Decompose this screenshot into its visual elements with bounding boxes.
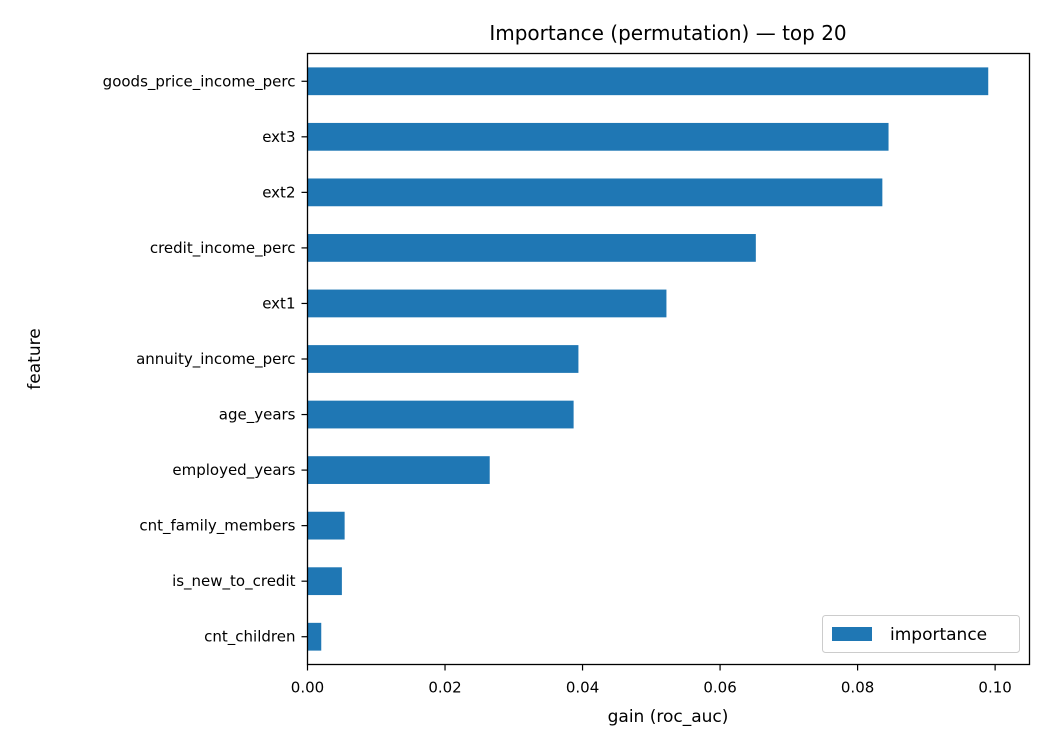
y-tick-label: credit_income_perc: [150, 239, 296, 258]
x-tick-label: 0.08: [841, 679, 874, 697]
bar-credit_income_perc: [307, 234, 756, 262]
chart-title: Importance (permutation) — top 20: [489, 21, 846, 45]
bars-group: [307, 67, 989, 651]
y-tick-label: is_new_to_credit: [172, 572, 296, 591]
x-tick-label: 0.10: [978, 679, 1011, 697]
y-tick-label: cnt_family_members: [139, 517, 295, 536]
y-tick-label: cnt_children: [204, 628, 295, 647]
bar-ext2: [307, 178, 883, 207]
x-tick-label: 0.04: [566, 679, 599, 697]
y-tick-label: ext2: [262, 183, 295, 201]
bar-cnt_family_members: [307, 511, 345, 540]
bar-ext3: [307, 122, 889, 151]
bar-is_new_to_credit: [307, 567, 342, 596]
y-axis-label: feature: [25, 328, 45, 389]
bar-ext1: [307, 289, 667, 318]
x-tick-label: 0.06: [703, 679, 736, 697]
y-tick-label: age_years: [219, 406, 296, 425]
x-axis-label: gain (roc_auc): [608, 707, 729, 727]
legend-swatch: [832, 627, 872, 641]
x-axis: 0.00 0.02 0.04 0.06 0.08 0.10: [291, 664, 1012, 697]
bar-cnt_children: [307, 622, 322, 651]
y-tick-label: employed_years: [172, 461, 295, 480]
y-tick-label: annuity_income_perc: [136, 350, 295, 369]
bar-employed_years: [307, 456, 490, 484]
y-tick-label: ext3: [262, 128, 295, 146]
bar-age_years: [307, 400, 574, 429]
legend: importance: [822, 615, 1020, 653]
bar-goods_price_income_perc: [307, 67, 989, 96]
bar-annuity_income_perc: [307, 345, 579, 373]
legend-label: importance: [890, 625, 987, 645]
x-tick-label: 0.02: [428, 679, 461, 697]
y-tick-label: goods_price_income_perc: [103, 72, 296, 91]
legend-box: [822, 615, 1020, 653]
x-tick-label: 0.00: [291, 679, 324, 697]
y-axis: goods_price_income_perc ext3 ext2 credit_in…: [103, 72, 308, 647]
y-tick-label: ext1: [262, 294, 295, 312]
